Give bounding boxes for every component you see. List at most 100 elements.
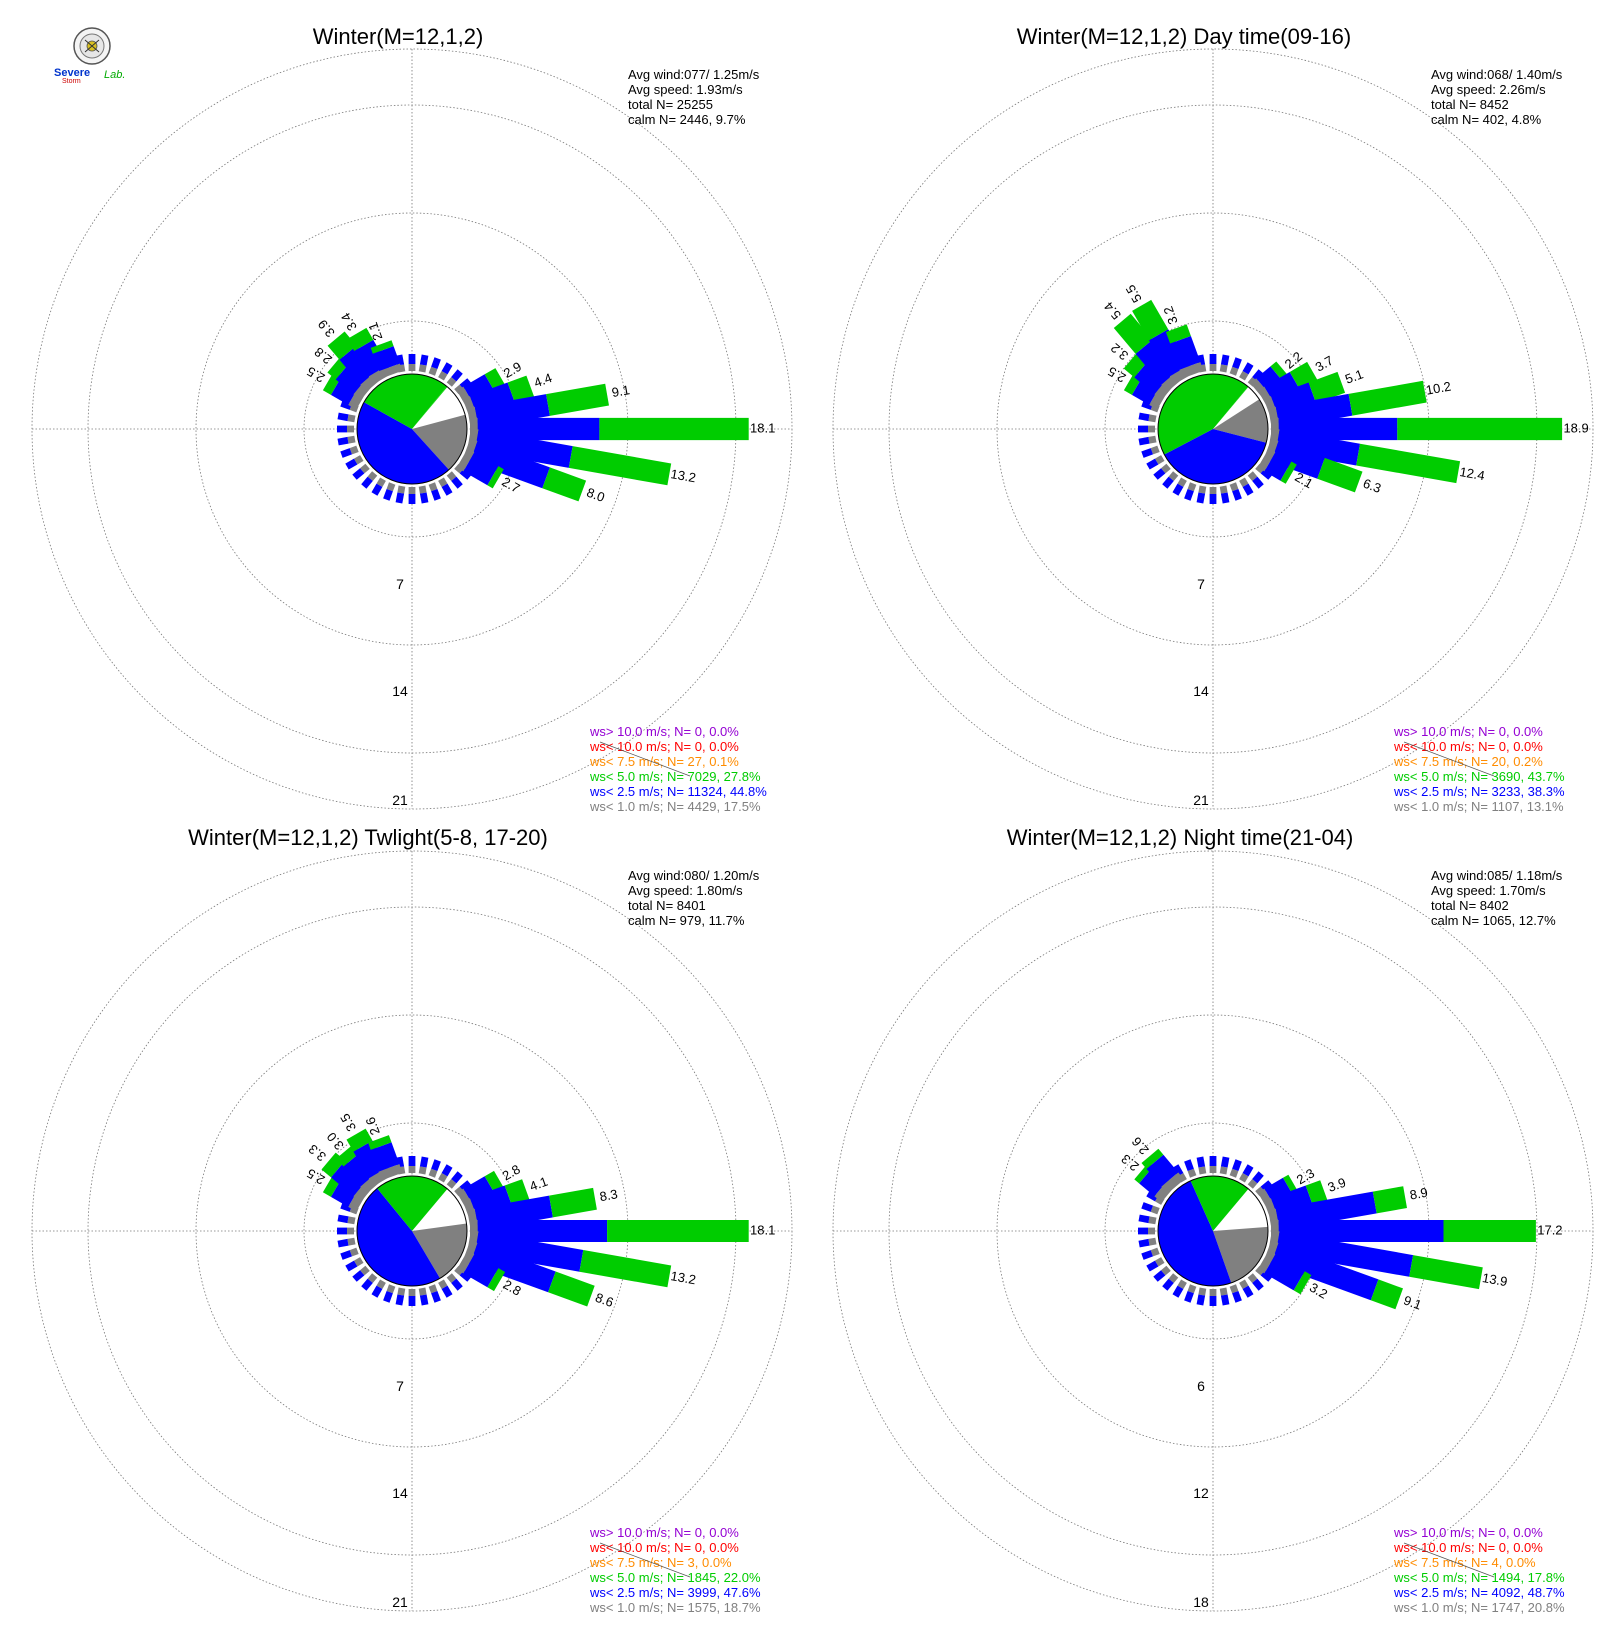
rose-stub-bar bbox=[1146, 1190, 1159, 1202]
rose-stub-bar bbox=[1209, 1296, 1217, 1306]
rose-petal-segment bbox=[1280, 461, 1297, 484]
petal-label: 3.9 bbox=[1326, 1175, 1348, 1195]
rose-stub-calm-band bbox=[1168, 471, 1179, 481]
center-pie-slice bbox=[1213, 386, 1249, 429]
rose-stub-bar bbox=[1172, 1285, 1184, 1298]
petal-label: 3.0 bbox=[324, 1129, 347, 1152]
rose-stub-bar bbox=[1184, 1159, 1194, 1171]
rose-stub-calm-band bbox=[428, 1284, 438, 1294]
rose-stub-calm-band bbox=[1148, 414, 1157, 423]
rose-stub-calm-band bbox=[1229, 482, 1239, 492]
rose-petal-segment bbox=[347, 327, 374, 351]
legend-entry: ws< 2.5 m/s; N= 3233, 38.3% bbox=[1393, 784, 1565, 799]
rose-stub-calm-band bbox=[1187, 482, 1197, 492]
rose-petal-segment bbox=[372, 346, 400, 371]
rose-petal-segment bbox=[1356, 443, 1461, 484]
petal-label: 12.4 bbox=[1458, 464, 1486, 483]
rose-stub-bar bbox=[1252, 476, 1264, 489]
rose-petal-segment bbox=[487, 466, 504, 489]
rose-stub-bar bbox=[1260, 1180, 1273, 1192]
rose-stub-bar bbox=[340, 1250, 352, 1260]
info-line: Avg speed: 1.80m/s bbox=[628, 883, 743, 898]
info-line: Avg wind:085/ 1.18m/s bbox=[1431, 868, 1563, 883]
rose-stub-bar bbox=[1162, 1278, 1174, 1291]
rose-stub-bar bbox=[1138, 425, 1148, 433]
rose-stub-calm-band bbox=[347, 435, 356, 444]
center-pie-slice bbox=[377, 1175, 448, 1231]
center-pie-slice bbox=[1213, 399, 1269, 443]
rose-stub-calm-band bbox=[376, 477, 386, 487]
rose-stub-calm-band bbox=[418, 364, 427, 373]
rose-stub-bar bbox=[337, 412, 349, 422]
rose-stub-calm-band bbox=[408, 364, 416, 371]
legend-entry: ws< 1.0 m/s; N= 4429, 17.5% bbox=[589, 799, 761, 814]
petal-label: 2.8 bbox=[500, 1161, 523, 1183]
petal-label: 10.2 bbox=[1425, 379, 1453, 398]
rose-stub-bar bbox=[352, 1270, 365, 1282]
rose-stub-calm-band bbox=[1229, 366, 1239, 376]
center-pie-outline bbox=[1157, 1175, 1269, 1287]
ring-label: 14 bbox=[1193, 683, 1209, 699]
petal-label: 4.1 bbox=[528, 1174, 550, 1194]
legend-strike bbox=[599, 1542, 691, 1578]
rose-stub-calm-band bbox=[408, 1289, 416, 1296]
rose-stub-bar bbox=[431, 357, 441, 369]
chart-title: Winter(M=12,1,2) Day time(09-16) bbox=[1017, 24, 1351, 49]
rose-stub-calm-band bbox=[1209, 1289, 1217, 1296]
rose-stub-calm-band bbox=[1239, 1279, 1249, 1289]
ring-label: 7 bbox=[396, 1378, 404, 1394]
rose-stub-calm-band bbox=[1219, 1166, 1228, 1175]
rose-petal-segment bbox=[456, 1250, 475, 1274]
rose-petal-segment bbox=[1275, 1231, 1414, 1277]
rose-stub-bar bbox=[419, 492, 429, 504]
rose-stub-bar bbox=[408, 494, 416, 504]
rose-petal-segment bbox=[1308, 371, 1346, 404]
rose-stub-bar bbox=[1209, 1156, 1217, 1166]
rose-stub-bar bbox=[1141, 1202, 1153, 1212]
rose-petal-segment bbox=[370, 1142, 400, 1172]
legend-entry: ws< 7.5 m/s; N= 27, 0.1% bbox=[589, 754, 739, 769]
rose-stub-bar bbox=[451, 1171, 463, 1184]
rose-stub-calm-band bbox=[1247, 1273, 1258, 1283]
rose-petal-segment bbox=[1264, 452, 1292, 481]
rose-stub-calm-band bbox=[438, 1173, 448, 1183]
legend-entry: ws< 5.0 m/s; N= 1494, 17.8% bbox=[1393, 1570, 1565, 1585]
rose-stub-calm-band bbox=[1239, 477, 1249, 487]
rose-petal-segment bbox=[568, 446, 672, 486]
petal-label: 3.2 bbox=[1160, 304, 1180, 326]
rose-stub-calm-band bbox=[347, 1216, 356, 1225]
center-pie-outline bbox=[1157, 373, 1269, 485]
info-line: Avg wind:080/ 1.20m/s bbox=[628, 868, 760, 883]
legend-entry: ws> 10.0 m/s; N= 0, 0.0% bbox=[1393, 724, 1543, 739]
ring-label: 14 bbox=[392, 1485, 408, 1501]
rose-stub-bar bbox=[1138, 1238, 1150, 1248]
rose-stub-calm-band bbox=[1168, 1273, 1179, 1283]
rose-stub-calm-band bbox=[1148, 425, 1155, 433]
rose-stub-calm-band bbox=[386, 1284, 396, 1294]
rose-stub-bar bbox=[441, 483, 453, 496]
rose-stub-calm-band bbox=[347, 1237, 356, 1246]
rose-petal-segment bbox=[599, 417, 749, 441]
rose-stub-calm-band bbox=[1229, 1168, 1239, 1178]
rose-petal-segment bbox=[1179, 362, 1204, 379]
info-line: Avg wind:068/ 1.40m/s bbox=[1431, 67, 1563, 82]
legend-entry: ws< 2.5 m/s; N= 4092, 48.7% bbox=[1393, 1585, 1565, 1600]
rose-petal-segment bbox=[339, 345, 378, 385]
rose-stub-bar bbox=[1232, 1291, 1242, 1303]
legend-strike bbox=[1403, 741, 1495, 777]
legend-entry: ws< 10.0 m/s; N= 0, 0.0% bbox=[589, 739, 739, 754]
rose-petal-segment bbox=[1275, 429, 1360, 466]
rose-stub-bar bbox=[371, 483, 383, 496]
center-pie-slice bbox=[1213, 1226, 1268, 1283]
rose-petal-segment bbox=[1443, 1220, 1536, 1242]
rose-stub-bar bbox=[1260, 1270, 1273, 1282]
rose-stub-bar bbox=[371, 1285, 383, 1298]
rose-petal-segment bbox=[1141, 1148, 1164, 1169]
legend-entry: ws< 10.0 m/s; N= 0, 0.0% bbox=[589, 1540, 739, 1555]
rose-petal-segment bbox=[378, 1164, 403, 1181]
rose-stub-calm-band bbox=[1219, 1287, 1228, 1296]
rose-petal-segment bbox=[1257, 448, 1276, 472]
rose-stub-calm-band bbox=[438, 371, 448, 381]
